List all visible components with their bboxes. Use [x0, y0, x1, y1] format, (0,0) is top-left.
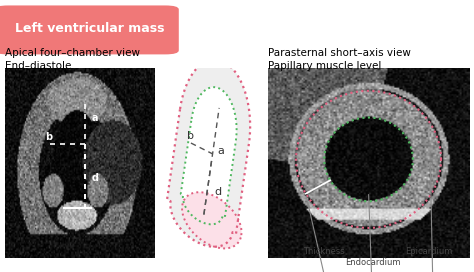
Text: b: b [187, 131, 194, 141]
Text: a: a [218, 146, 225, 156]
Text: Papillary muscle level: Papillary muscle level [268, 61, 381, 71]
Polygon shape [182, 192, 242, 248]
Text: End–diastole: End–diastole [5, 61, 71, 71]
Text: Endocardium: Endocardium [345, 258, 401, 267]
Text: Apical four–chamber view: Apical four–chamber view [5, 48, 140, 58]
Text: d: d [214, 187, 221, 197]
Text: a: a [91, 113, 98, 122]
Polygon shape [181, 87, 237, 224]
Text: Parasternal short–axis view: Parasternal short–axis view [268, 48, 410, 58]
FancyBboxPatch shape [0, 5, 179, 54]
Text: d: d [91, 174, 98, 183]
Text: b: b [45, 132, 52, 141]
Polygon shape [167, 60, 250, 247]
Text: Epicardium: Epicardium [405, 247, 453, 256]
Text: Thickness: Thickness [303, 247, 345, 256]
Text: Left ventricular mass: Left ventricular mass [15, 23, 165, 35]
